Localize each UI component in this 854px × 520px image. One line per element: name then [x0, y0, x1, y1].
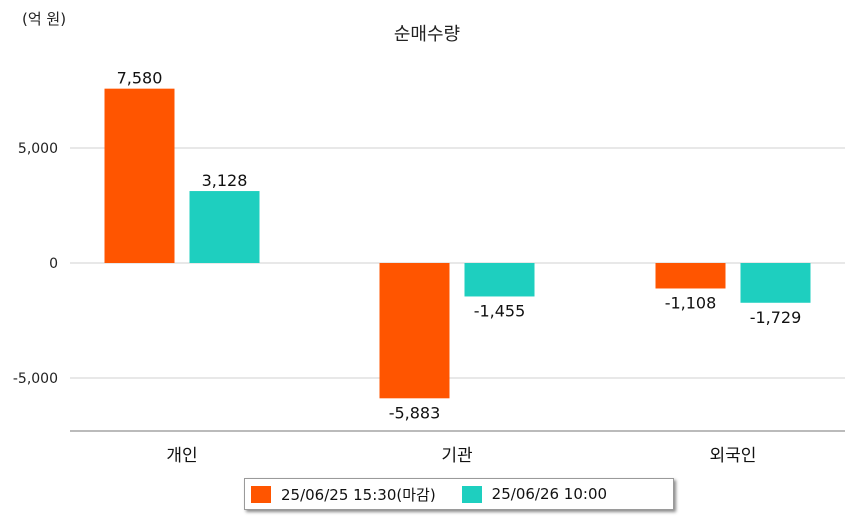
legend: 25/06/25 15:30(마감) 25/06/26 10:00	[244, 478, 674, 510]
value-labels: 7,580 3,128 -5,883 -1,455 -1,108 -1,729	[117, 69, 802, 423]
unit-label: (억 원)	[22, 10, 67, 28]
bar-chart: 5,000 0 -5,000 7,580 3,128 -5,883 -1,455 -1,10…	[13, 69, 845, 466]
legend-swatch-series-1	[251, 485, 271, 503]
value-label: 7,580	[117, 69, 163, 88]
legend-label-series-1: 25/06/25 15:30(마감)	[281, 485, 436, 504]
x-category-label: 기관	[441, 446, 472, 466]
legend-swatch-series-2	[461, 485, 482, 503]
bar-기관-series-1[interactable]	[379, 263, 450, 399]
bar-개인-series-1[interactable]	[104, 88, 175, 263]
x-category-label: 개인	[166, 446, 197, 466]
value-label: -1,108	[665, 293, 717, 312]
x-axis-categories: 개인 기관 외국인	[166, 446, 756, 466]
y-tick-label: -5,000	[13, 371, 58, 387]
value-label: 3,128	[202, 171, 248, 190]
legend-item-series-1[interactable]: 25/06/25 15:30(마감)	[251, 484, 436, 505]
x-category-label: 외국인	[710, 446, 757, 466]
bar-기관-series-2[interactable]	[464, 263, 535, 297]
bars	[104, 88, 811, 399]
bar-외국인-series-1[interactable]	[655, 263, 726, 289]
chart-title: 순매수량	[393, 24, 461, 45]
y-tick-label: 0	[49, 256, 58, 272]
y-axis-ticks: 5,000 0 -5,000	[13, 141, 58, 387]
legend-label-series-2: 25/06/26 10:00	[491, 485, 608, 503]
bar-개인-series-2[interactable]	[189, 191, 260, 263]
legend-item-series-2[interactable]: 25/06/26 10:00	[461, 485, 608, 503]
y-tick-label: 5,000	[18, 141, 58, 157]
value-label: -5,883	[389, 403, 441, 422]
bar-외국인-series-2[interactable]	[740, 263, 811, 303]
grid-lines	[70, 147, 845, 379]
value-label: -1,729	[750, 308, 802, 327]
value-label: -1,455	[474, 301, 526, 320]
